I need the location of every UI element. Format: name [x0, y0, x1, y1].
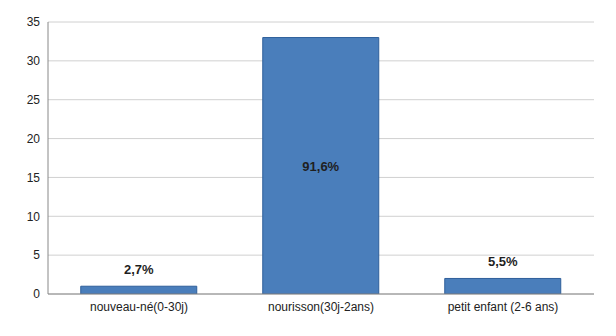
svg-text:20: 20 — [27, 132, 41, 146]
svg-text:2,7%: 2,7% — [124, 262, 154, 277]
svg-text:35: 35 — [27, 15, 41, 29]
svg-text:30: 30 — [27, 54, 41, 68]
svg-text:5,5%: 5,5% — [488, 254, 518, 269]
svg-text:25: 25 — [27, 93, 41, 107]
svg-text:0: 0 — [33, 287, 40, 301]
svg-text:10: 10 — [27, 210, 41, 224]
svg-text:15: 15 — [27, 171, 41, 185]
svg-text:nouveau-né(0-30j): nouveau-né(0-30j) — [90, 300, 188, 314]
svg-text:petit enfant (2-6 ans): petit enfant (2-6 ans) — [448, 300, 559, 314]
svg-text:nourisson(30j-2ans): nourisson(30j-2ans) — [268, 300, 374, 314]
svg-text:5: 5 — [33, 248, 40, 262]
svg-text:91,6%: 91,6% — [302, 159, 339, 174]
